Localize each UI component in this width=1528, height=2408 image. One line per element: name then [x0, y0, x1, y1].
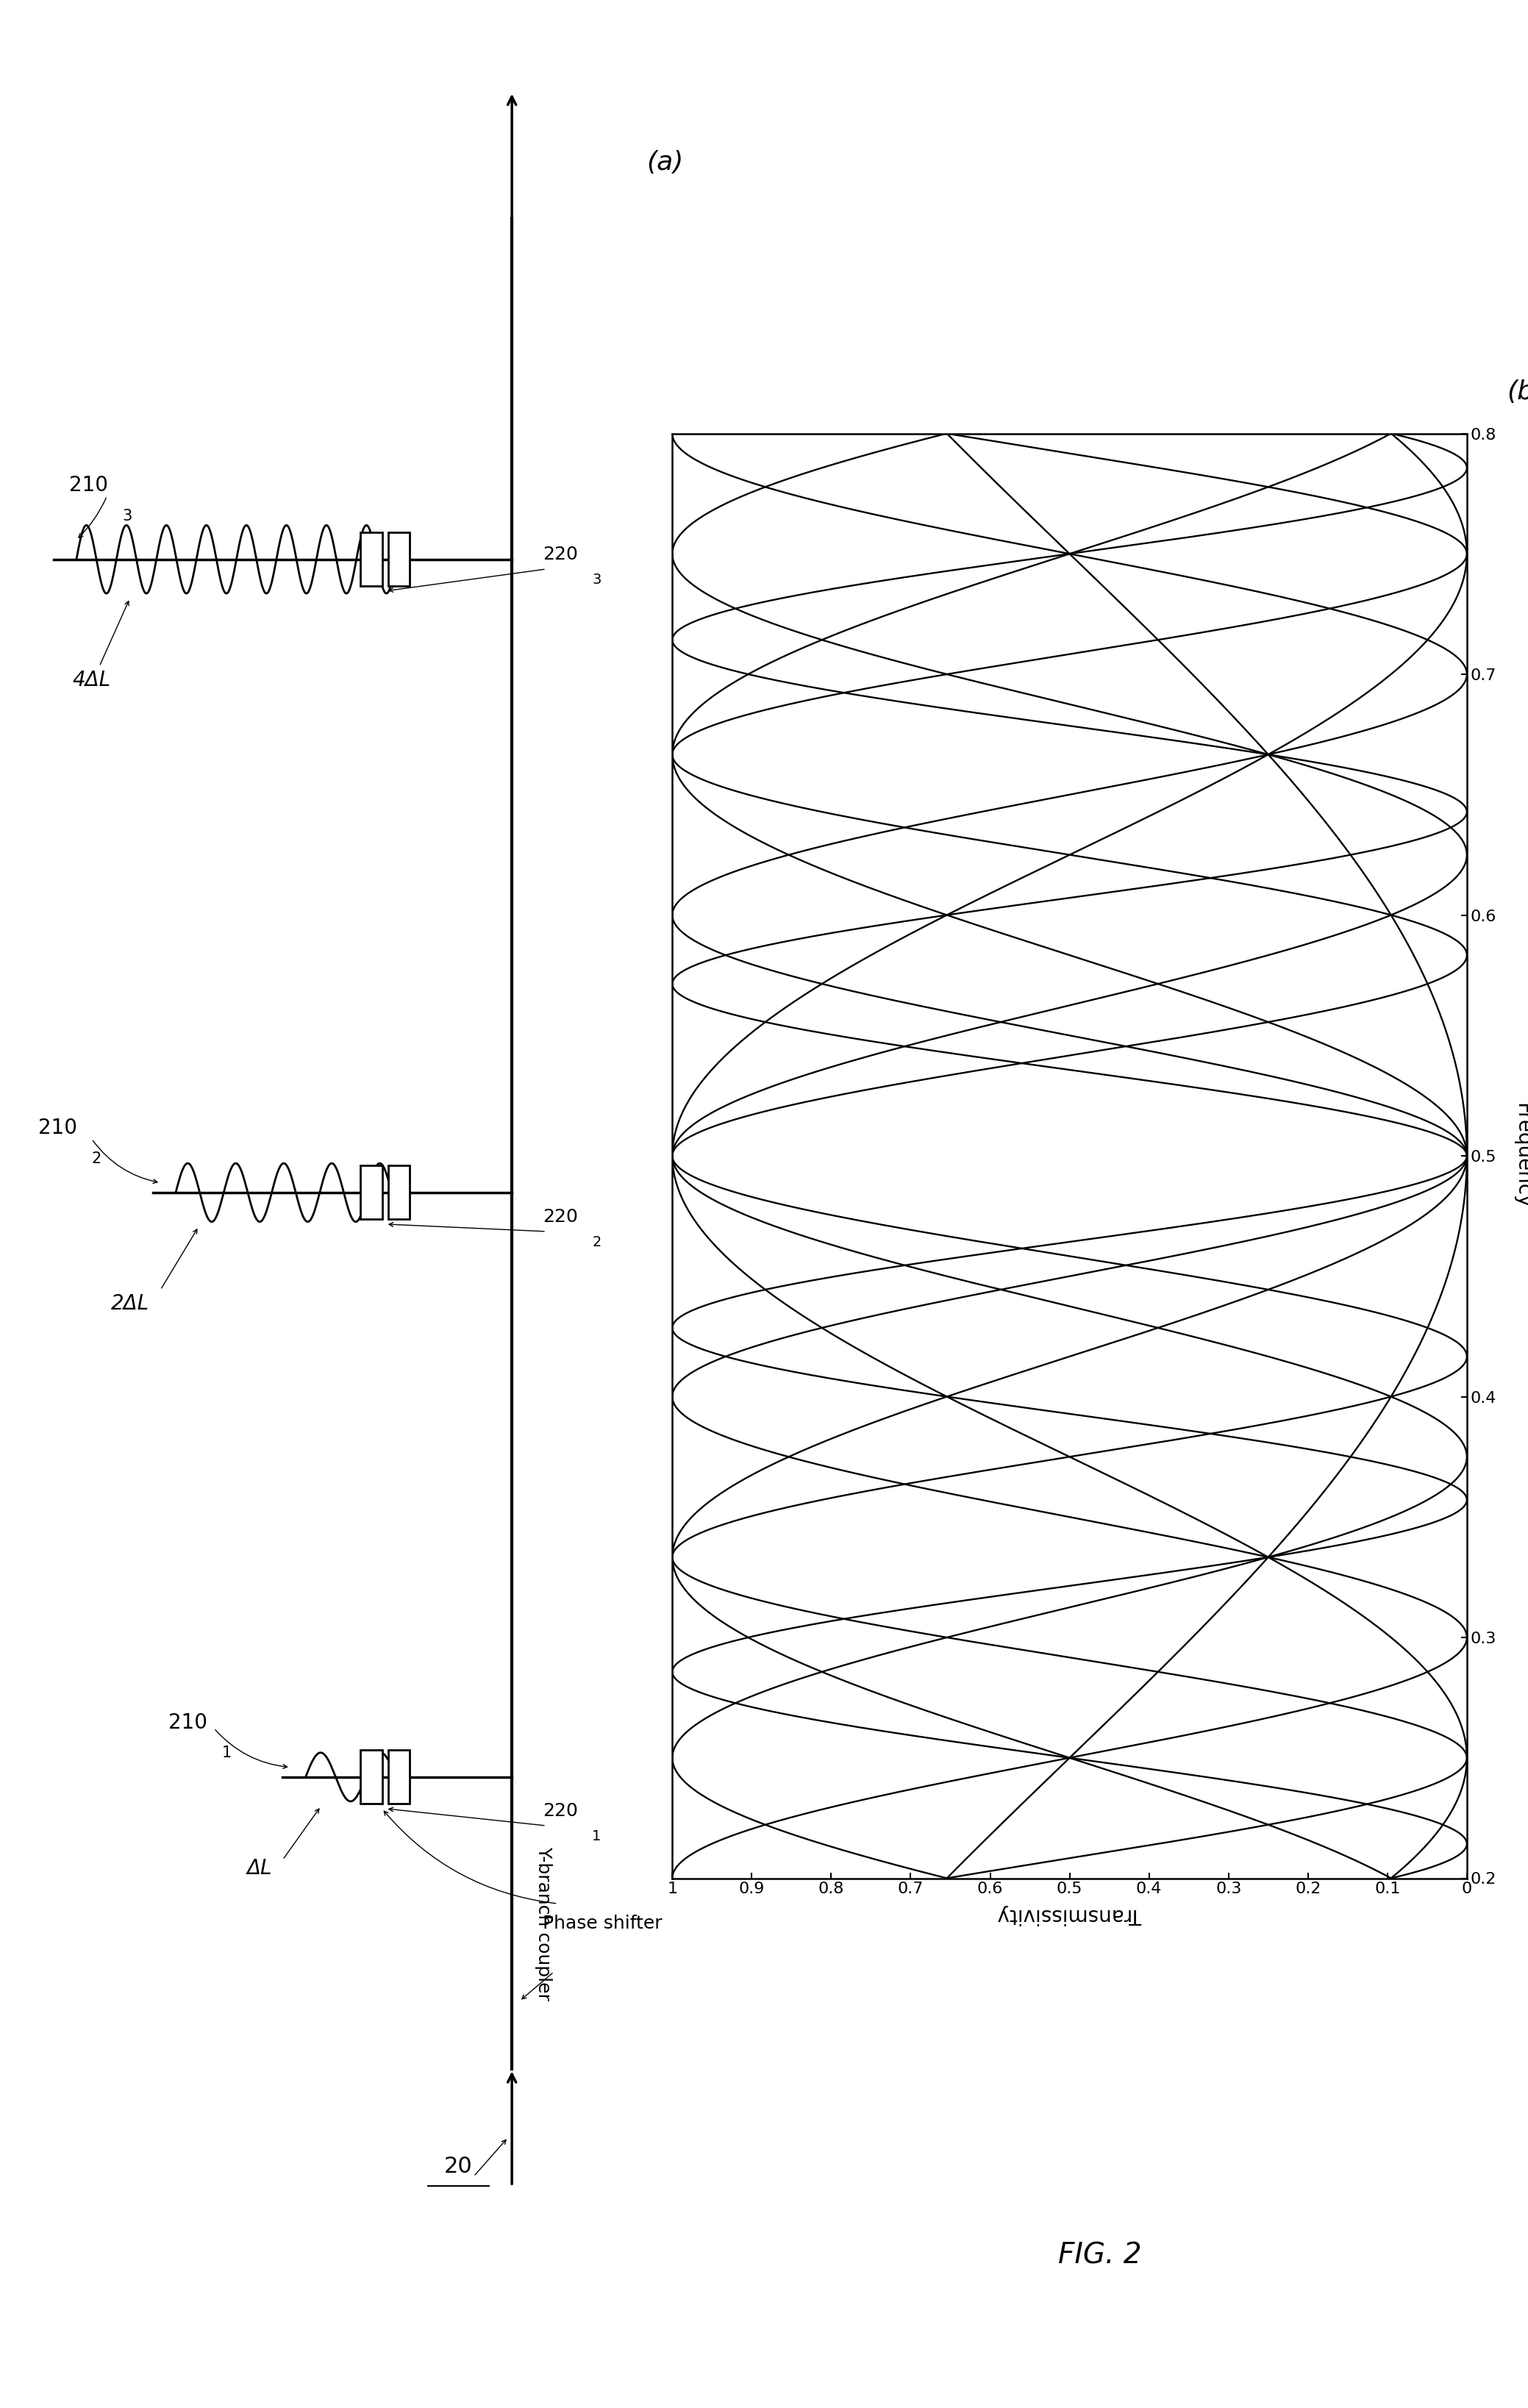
- Bar: [388, 1751, 410, 1804]
- Text: (a): (a): [646, 149, 683, 176]
- Text: 2: 2: [92, 1151, 101, 1165]
- X-axis label: Transmissivity: Transmissivity: [998, 1905, 1141, 1926]
- Text: 1: 1: [593, 1830, 601, 1842]
- Text: 3: 3: [593, 573, 601, 588]
- Text: 220: 220: [542, 1801, 578, 1820]
- Text: 1: 1: [222, 1746, 231, 1760]
- Y-axis label: Frequency: Frequency: [1511, 1103, 1528, 1209]
- Text: 2: 2: [593, 1235, 601, 1250]
- Text: 220: 220: [542, 1209, 578, 1226]
- Text: Phase shifter: Phase shifter: [542, 1914, 662, 1931]
- Text: 220: 220: [542, 544, 578, 563]
- Bar: [361, 1751, 382, 1804]
- Bar: [388, 532, 410, 585]
- Text: Y-branch coupler: Y-branch coupler: [535, 1847, 553, 2001]
- Text: FIG. 2: FIG. 2: [1059, 2242, 1141, 2268]
- Text: 3: 3: [122, 508, 131, 523]
- Text: 210: 210: [69, 474, 108, 496]
- Bar: [388, 1165, 410, 1218]
- Bar: [361, 1165, 382, 1218]
- Text: 210: 210: [38, 1117, 78, 1139]
- Bar: [361, 532, 382, 585]
- Text: 2ΔL: 2ΔL: [110, 1293, 150, 1315]
- Text: (b): (b): [1507, 380, 1528, 405]
- Text: 4ΔL: 4ΔL: [72, 669, 112, 691]
- Text: 20: 20: [445, 2155, 472, 2177]
- Text: ΔL: ΔL: [248, 1859, 272, 1878]
- Text: 210: 210: [168, 1712, 208, 1734]
